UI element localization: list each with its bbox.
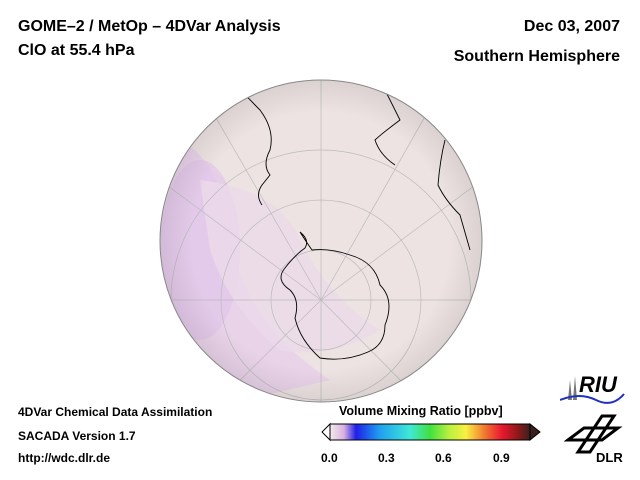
footer-line1: 4DVar Chemical Data Assimilation [18, 405, 213, 419]
riu-logo: RIU [560, 372, 626, 404]
colorbar-min-arrow [321, 422, 331, 442]
colorbar-tick-1: 0.3 [378, 451, 395, 465]
colorbar-max-arrow [529, 422, 541, 442]
figure-subtitle: ClO at 55.4 hPa [18, 42, 135, 59]
colorbar [321, 422, 541, 442]
colorbar-gradient [329, 423, 531, 441]
footer-line2: SACADA Version 1.7 [18, 429, 136, 443]
dlr-logo: DLR [564, 414, 626, 466]
figure-title: GOME–2 / MetOp – 4DVar Analysis [18, 18, 281, 35]
date-label: Dec 03, 2007 [523, 18, 620, 35]
riu-logo-text: RIU [579, 372, 617, 397]
colorbar-tick-3: 0.9 [493, 451, 510, 465]
region-label: Southern Hemisphere [453, 48, 620, 65]
colorbar-tick-0: 0.0 [321, 451, 338, 465]
colorbar-title: Volume Mixing Ratio [ppbv] [339, 404, 503, 418]
globe-outline [159, 79, 483, 403]
colorbar-tick-2: 0.6 [435, 451, 452, 465]
dlr-emblem-icon [564, 414, 623, 454]
dlr-logo-text: DLR [596, 450, 623, 465]
footer-url[interactable]: http://wdc.dlr.de [18, 451, 110, 465]
